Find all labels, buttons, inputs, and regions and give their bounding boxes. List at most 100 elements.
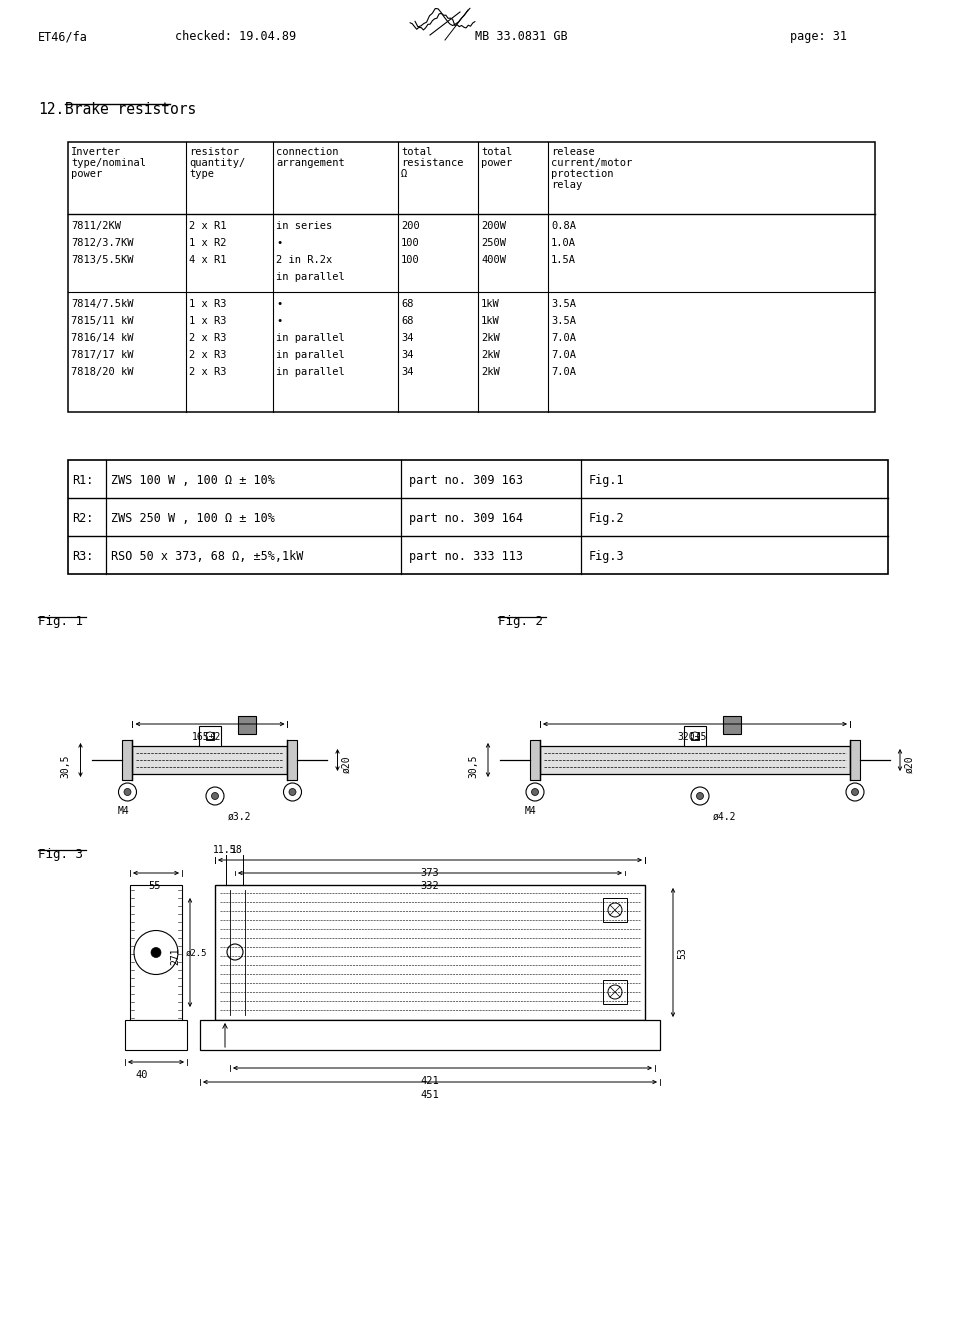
Text: Fig.1: Fig.1 — [588, 474, 624, 487]
Text: 7814/7.5kW: 7814/7.5kW — [71, 298, 133, 309]
Bar — [690, 732, 699, 740]
Circle shape — [851, 788, 858, 796]
Text: 7813/5.5KW: 7813/5.5KW — [71, 256, 133, 265]
Text: ø20: ø20 — [903, 755, 913, 772]
Text: 34: 34 — [400, 351, 413, 360]
Text: •: • — [275, 238, 282, 248]
Circle shape — [525, 783, 543, 801]
Text: 1.5A: 1.5A — [551, 256, 576, 265]
Text: 7.0A: 7.0A — [551, 351, 576, 360]
Bar — [122, 740, 132, 780]
Text: R2:: R2: — [71, 512, 93, 524]
Text: ø3.2: ø3.2 — [228, 812, 252, 822]
Text: total: total — [400, 147, 432, 157]
Text: 12.: 12. — [38, 102, 64, 116]
Text: M4: M4 — [524, 805, 537, 816]
Text: 7816/14 kW: 7816/14 kW — [71, 333, 133, 343]
Text: release: release — [551, 147, 594, 157]
Text: 18: 18 — [231, 846, 242, 855]
Circle shape — [227, 945, 243, 959]
Text: in parallel: in parallel — [275, 351, 344, 360]
Text: 1 x R3: 1 x R3 — [189, 316, 226, 326]
Text: 451: 451 — [419, 1090, 438, 1100]
Bar — [68, 142, 874, 412]
Text: in parallel: in parallel — [275, 367, 344, 377]
Text: Brake resistors: Brake resistors — [65, 102, 196, 116]
Text: page: 31: page: 31 — [789, 29, 846, 43]
Text: connection: connection — [275, 147, 338, 157]
Circle shape — [289, 788, 295, 796]
Text: 2kW: 2kW — [480, 333, 499, 343]
Text: 7.0A: 7.0A — [551, 367, 576, 377]
Circle shape — [531, 788, 537, 796]
Circle shape — [118, 783, 136, 801]
Circle shape — [696, 792, 702, 800]
Text: 271: 271 — [170, 947, 180, 965]
Text: in parallel: in parallel — [275, 333, 344, 343]
Text: 2 x R1: 2 x R1 — [189, 221, 226, 231]
Bar — [237, 716, 255, 735]
Circle shape — [212, 792, 218, 800]
Circle shape — [133, 930, 178, 974]
Text: R1:: R1: — [71, 474, 93, 487]
Text: RSO 50 x 373, 68 Ω, ±5%,1kW: RSO 50 x 373, 68 Ω, ±5%,1kW — [111, 550, 303, 563]
Text: type: type — [189, 169, 213, 179]
Text: 34: 34 — [400, 367, 413, 377]
Text: part no. 333 113: part no. 333 113 — [409, 550, 522, 563]
Text: 7818/20 kW: 7818/20 kW — [71, 367, 133, 377]
Circle shape — [124, 788, 131, 796]
Text: 1 x R3: 1 x R3 — [189, 298, 226, 309]
Text: Inverter: Inverter — [71, 147, 121, 157]
Bar — [722, 716, 740, 735]
Text: 100: 100 — [400, 238, 419, 248]
Text: 165±2: 165±2 — [192, 732, 221, 743]
Text: 7.0A: 7.0A — [551, 333, 576, 343]
Text: total: total — [480, 147, 512, 157]
Text: 53: 53 — [677, 947, 686, 959]
Text: current/motor: current/motor — [551, 158, 632, 169]
Bar — [214, 884, 644, 1020]
Circle shape — [206, 732, 213, 740]
Bar — [602, 898, 626, 922]
Text: 30,5: 30,5 — [60, 755, 71, 779]
Text: 373: 373 — [419, 868, 438, 878]
Text: 7815/11 kW: 7815/11 kW — [71, 316, 133, 326]
Bar — [849, 740, 859, 780]
Text: ZWS 250 W , 100 Ω ± 10%: ZWS 250 W , 100 Ω ± 10% — [111, 512, 274, 524]
Bar — [206, 732, 213, 740]
Text: ET46/fa: ET46/fa — [38, 29, 88, 43]
Bar — [199, 727, 221, 747]
Text: 2 x R3: 2 x R3 — [189, 367, 226, 377]
Text: quantity/: quantity/ — [189, 158, 245, 169]
Bar — [130, 884, 182, 1020]
Bar — [200, 1020, 659, 1050]
Circle shape — [206, 787, 224, 805]
Text: 34: 34 — [400, 333, 413, 343]
Text: ø4.2: ø4.2 — [712, 812, 736, 822]
Text: ZWS 100 W , 100 Ω ± 10%: ZWS 100 W , 100 Ω ± 10% — [111, 474, 274, 487]
Text: 2 x R3: 2 x R3 — [189, 333, 226, 343]
Text: in parallel: in parallel — [275, 272, 344, 282]
Text: Fig. 1: Fig. 1 — [38, 615, 83, 628]
Text: resistance: resistance — [400, 158, 463, 169]
Text: 11.5: 11.5 — [213, 846, 236, 855]
Text: 2 in R.2x: 2 in R.2x — [275, 256, 332, 265]
Text: 332: 332 — [419, 880, 438, 891]
Bar — [539, 747, 849, 773]
Text: ø20: ø20 — [341, 755, 351, 772]
Bar — [125, 1020, 187, 1050]
Circle shape — [151, 947, 161, 958]
Text: 30,5: 30,5 — [468, 755, 477, 779]
Bar — [530, 740, 539, 780]
Circle shape — [690, 732, 699, 740]
Text: 7811/2KW: 7811/2KW — [71, 221, 121, 231]
Text: 2kW: 2kW — [480, 367, 499, 377]
Text: in series: in series — [275, 221, 332, 231]
Bar — [287, 740, 297, 780]
Bar — [132, 747, 287, 773]
Text: 200: 200 — [400, 221, 419, 231]
Text: Ω: Ω — [400, 169, 407, 179]
Circle shape — [607, 903, 621, 917]
Text: 40: 40 — [135, 1070, 148, 1080]
Text: resistor: resistor — [189, 147, 239, 157]
